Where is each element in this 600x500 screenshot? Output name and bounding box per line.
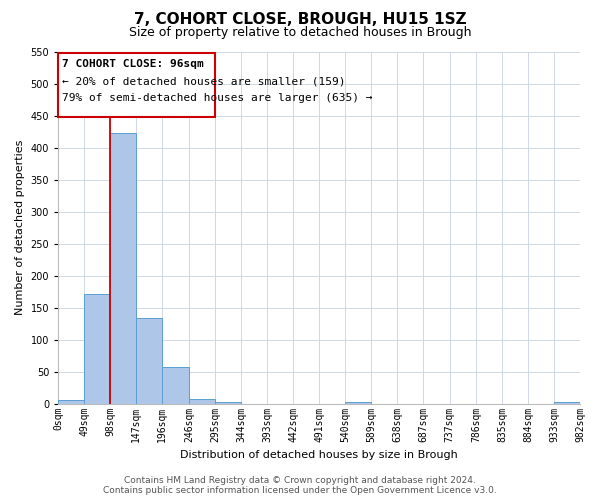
Bar — [554, 402, 580, 404]
Text: ← 20% of detached houses are smaller (159): ← 20% of detached houses are smaller (15… — [62, 76, 346, 86]
Bar — [189, 399, 215, 404]
Bar — [58, 400, 84, 404]
Bar — [163, 367, 189, 404]
Bar — [215, 402, 241, 404]
Bar — [110, 134, 136, 404]
Y-axis label: Number of detached properties: Number of detached properties — [15, 140, 25, 316]
Bar — [136, 318, 163, 404]
FancyBboxPatch shape — [58, 53, 215, 117]
Text: 7 COHORT CLOSE: 96sqm: 7 COHORT CLOSE: 96sqm — [62, 60, 204, 70]
Text: 7, COHORT CLOSE, BROUGH, HU15 1SZ: 7, COHORT CLOSE, BROUGH, HU15 1SZ — [134, 12, 466, 28]
Text: 79% of semi-detached houses are larger (635) →: 79% of semi-detached houses are larger (… — [62, 92, 373, 102]
Text: Contains HM Land Registry data © Crown copyright and database right 2024.
Contai: Contains HM Land Registry data © Crown c… — [103, 476, 497, 495]
X-axis label: Distribution of detached houses by size in Brough: Distribution of detached houses by size … — [180, 450, 458, 460]
Bar — [84, 294, 110, 404]
Bar — [345, 402, 371, 404]
Text: Size of property relative to detached houses in Brough: Size of property relative to detached ho… — [129, 26, 471, 39]
